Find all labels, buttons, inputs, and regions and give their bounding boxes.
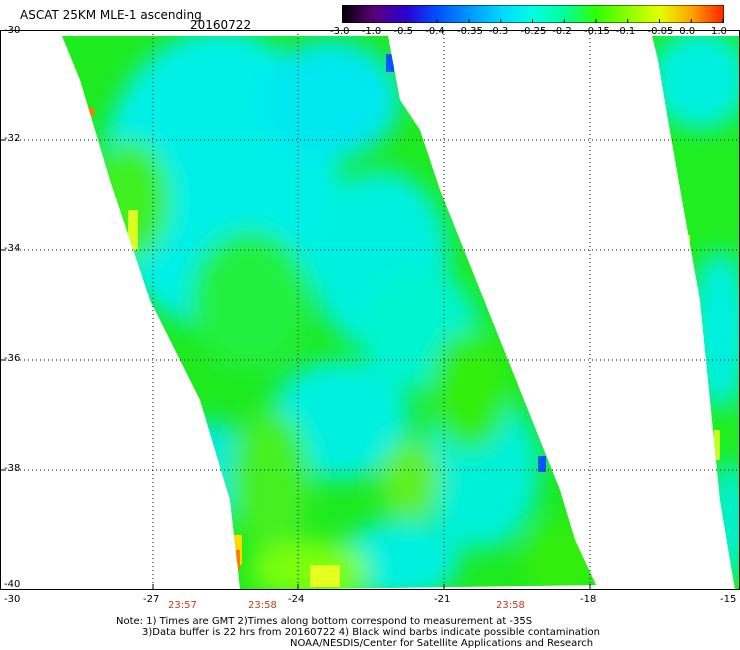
map-date: 20160722 <box>190 18 252 32</box>
colorbar-label: -0.4 <box>425 26 445 37</box>
lat-label-38: -38 <box>4 463 21 474</box>
colorbar-label: -0.3 <box>488 26 509 37</box>
map-grid <box>0 30 740 590</box>
lon-label-18: -18 <box>580 594 597 605</box>
swath-main <box>62 36 596 590</box>
note-line-1: Note: 1) Times are GMT 2)Times along bot… <box>116 616 533 627</box>
colorbar-label: 1.0 <box>711 26 727 37</box>
lat-label-36: -36 <box>4 353 21 364</box>
wind-map <box>0 30 740 590</box>
note-line-2: 3)Data buffer is 22 hrs from 20160722 4)… <box>142 627 600 638</box>
lat-label-34: -34 <box>4 243 21 254</box>
lat-label-30: -30 <box>4 25 21 36</box>
colorbar-label: -0.2 <box>552 26 572 37</box>
time-label-3: 23:58 <box>496 600 525 611</box>
colorbar-gradient <box>342 5 724 23</box>
time-label-1: 23:57 <box>168 600 197 611</box>
colorbar <box>342 5 724 23</box>
lat-label-32: -32 <box>4 133 21 144</box>
colorbar-label: 0.0 <box>679 26 696 37</box>
lon-label-21: -21 <box>434 594 451 605</box>
colorbar-label: -1.0 <box>361 26 382 37</box>
lon-label-27: -27 <box>143 594 160 605</box>
colorbar-label: -0.05 <box>647 26 674 37</box>
swath-right <box>652 36 740 590</box>
colorbar-label: -0.15 <box>584 26 610 37</box>
lon-label-24: -24 <box>288 594 305 605</box>
colorbar-label: -0.1 <box>615 26 636 37</box>
lat-label-40: -40 <box>4 579 21 590</box>
colorbar-label: -0.25 <box>520 26 547 37</box>
colorbar-label: -3.0 <box>330 26 350 37</box>
colorbar-label: -0.5 <box>393 26 414 37</box>
lon-label-15: -15 <box>720 594 737 605</box>
map-title: ASCAT 25KM MLE-1 ascending <box>20 8 202 22</box>
map-ticks <box>0 139 591 590</box>
colorbar-label: -0.35 <box>457 26 483 37</box>
time-label-2: 23:58 <box>248 600 277 611</box>
lon-label-30: -30 <box>4 594 21 605</box>
note-line-3: NOAA/NESDIS/Center for Satellite Applica… <box>290 638 594 649</box>
